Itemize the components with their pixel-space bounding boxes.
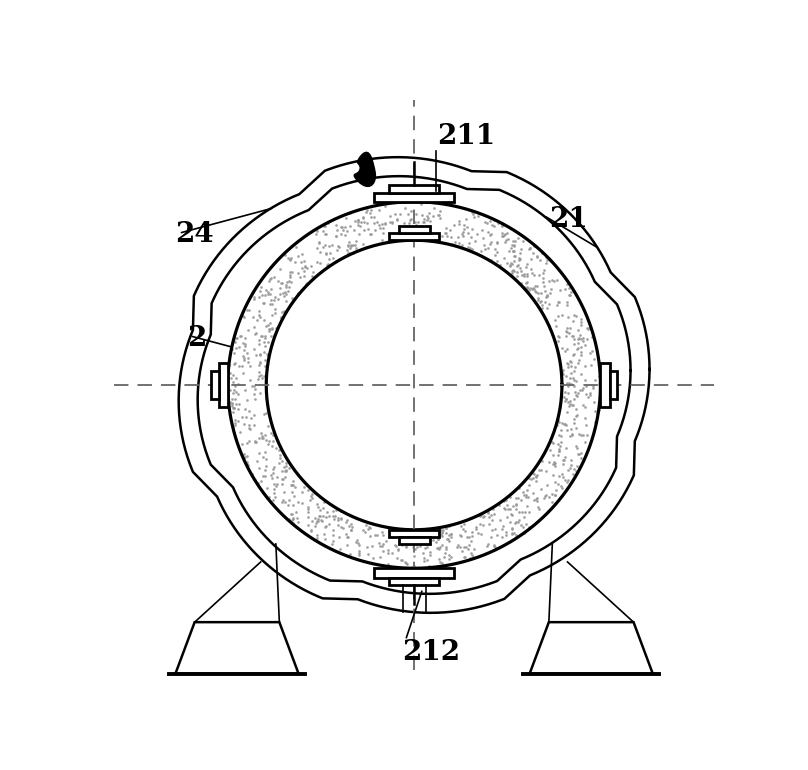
Polygon shape [354,152,376,186]
Polygon shape [529,622,653,674]
Bar [398,537,430,544]
Bar [389,185,439,192]
Bar [389,578,439,585]
Bar [389,530,439,537]
Bar [374,568,454,578]
Bar [218,363,228,407]
Text: 24: 24 [175,221,214,249]
Bar [374,192,454,202]
Bar [610,371,617,399]
Bar [398,226,430,233]
Text: 2: 2 [187,325,206,353]
Bar [600,363,610,407]
Polygon shape [175,622,299,674]
Text: 211: 211 [437,123,495,150]
Bar [211,371,218,399]
Text: 21: 21 [549,206,587,233]
Bar [389,233,439,240]
Text: 212: 212 [402,639,461,666]
